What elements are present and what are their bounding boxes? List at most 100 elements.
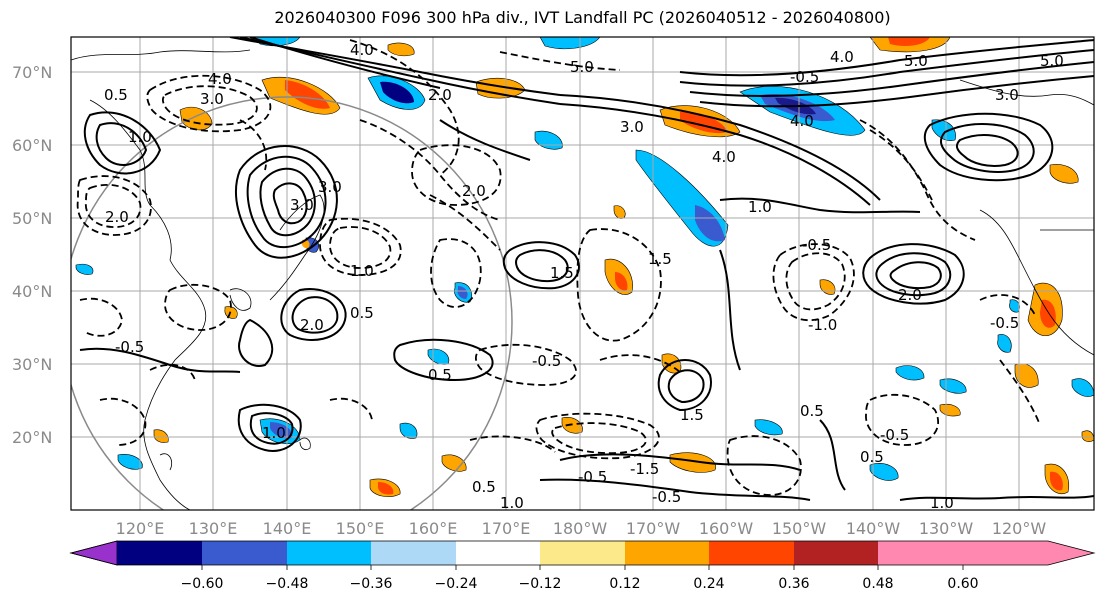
shade-positive	[387, 42, 415, 57]
contour-label: -1.0	[808, 316, 837, 334]
shade-negative	[895, 365, 925, 381]
contour-label: 1.0	[930, 494, 954, 512]
lon-label: 150°W	[772, 519, 827, 538]
shade-negative	[754, 419, 783, 436]
shade-negative	[75, 263, 94, 275]
contour-label: 5.0	[1040, 52, 1064, 70]
contour-label: 3.0	[290, 196, 314, 214]
contour-label: 2.0	[898, 286, 922, 304]
lon-label: 130°W	[919, 519, 974, 538]
lon-label: 170°E	[482, 519, 531, 538]
shade-negative-core	[457, 286, 468, 299]
colorbar-tick-label: −0.60	[181, 576, 224, 592]
shade-negative	[399, 422, 418, 439]
contour-label: 0.5	[860, 448, 884, 466]
lon-label: 160°E	[409, 519, 458, 538]
contour-label: 5.0	[570, 58, 594, 76]
colorbar-tick-label: 0.36	[778, 576, 809, 592]
contour-label: 3.0	[620, 118, 644, 136]
contour-label: 0.5	[104, 86, 128, 104]
colorbar-tick-label: −0.12	[519, 576, 562, 592]
colorbar-swatch	[456, 541, 540, 565]
contour-labels: 4.0 4.0 3.0 0.5 1.0 2.0 5.0 5.0 4.0 -0.5…	[104, 41, 1064, 512]
longitude-labels: 120°E 130°E 140°E 150°E 160°E 170°E 180°…	[116, 519, 1047, 538]
lon-label: 180°W	[553, 519, 608, 538]
figure-title: 2026040300 F096 300 hPa div., IVT Landfa…	[274, 8, 891, 27]
contour-label: -0.5	[532, 352, 561, 370]
colorbar-tick-label: 0.12	[609, 576, 640, 592]
shade-positive	[669, 452, 716, 473]
lat-label: 60°N	[12, 136, 52, 155]
contour-label: 3.0	[200, 90, 224, 108]
shade-negative	[997, 334, 1012, 353]
shade-positive	[441, 454, 467, 472]
lon-label: 120°E	[116, 519, 165, 538]
lon-label: 150°E	[336, 519, 385, 538]
contour-label: -0.5	[115, 338, 144, 356]
shade-positive-core	[888, 37, 930, 46]
lat-label: 70°N	[12, 63, 52, 82]
shade-negative	[939, 378, 967, 394]
colorbar-swatch	[709, 541, 794, 565]
shade-positive	[153, 429, 169, 443]
colorbar-swatch	[540, 541, 625, 565]
shade-positive-core	[1050, 471, 1063, 491]
shade-positive	[1014, 363, 1039, 388]
contour-label: 4.0	[830, 48, 854, 66]
contour-label: 2.0	[428, 86, 452, 104]
contour-label: 3.0	[995, 86, 1019, 104]
contour-label: 1.0	[748, 198, 772, 216]
contour-label: -0.5	[880, 426, 909, 444]
colorbar-tick-label: −0.36	[350, 576, 393, 592]
contour-label: 4.0	[208, 70, 232, 88]
contour-label: -1.5	[630, 460, 659, 478]
shade-negative	[1009, 299, 1020, 313]
latitude-labels: 70°N 60°N 50°N 40°N 30°N 20°N	[12, 63, 52, 447]
map-frame	[70, 36, 1095, 511]
lon-label: 120°W	[992, 519, 1047, 538]
colorbar-swatch	[117, 541, 202, 565]
colorbar-swatch	[878, 541, 963, 565]
contour-label: 1.0	[262, 424, 286, 442]
contour-label: 0.5	[472, 478, 496, 496]
colorbar-extend-low	[69, 540, 118, 566]
contour-label: 1.0	[500, 494, 524, 512]
shade-positive	[939, 403, 961, 417]
contour-label: -0.5	[990, 314, 1019, 332]
contour-label: 1.5	[550, 264, 574, 282]
map-area: 4.0 4.0 3.0 0.5 1.0 2.0 5.0 5.0 4.0 -0.5…	[71, 37, 1094, 512]
contour-label: 2.0	[105, 208, 129, 226]
colorbar-extend-high	[963, 541, 1094, 565]
contour-label: 4.0	[712, 148, 736, 166]
contour-label: 1.5	[648, 250, 672, 268]
lat-label: 40°N	[12, 282, 52, 301]
contour-label: 2.0	[300, 316, 324, 334]
lat-label: 30°N	[12, 355, 52, 374]
contour-label: 4.0	[790, 112, 814, 130]
contour-label: 1.0	[350, 262, 374, 280]
contour-label: 4.0	[350, 41, 374, 59]
shade-positive-core	[1040, 299, 1056, 328]
contour-label: 0.5	[428, 366, 452, 384]
contour-label: -0.5	[652, 488, 681, 506]
contour-label: 5.0	[904, 52, 928, 70]
lon-label: 140°E	[263, 519, 312, 538]
contour-label: 1.0	[128, 128, 152, 146]
lat-label: 50°N	[12, 209, 52, 228]
contours-negative	[76, 39, 1041, 496]
colorbar-swatch	[287, 541, 371, 565]
contour-label: 1.5	[680, 406, 704, 424]
lon-label: 170°W	[626, 519, 681, 538]
colorbar-swatch	[371, 541, 456, 565]
lat-label: 20°N	[12, 428, 52, 447]
colorbar-tick-label: −0.24	[435, 576, 478, 592]
colorbar: −0.60 −0.48 −0.36 −0.24 −0.12 0.12 0.24 …	[69, 540, 1096, 592]
shade-negative-core	[380, 81, 414, 104]
lon-label: 160°W	[699, 519, 754, 538]
shade-positive-core	[615, 272, 628, 291]
contour-label: -0.5	[578, 468, 607, 486]
shade-positive-core	[378, 482, 394, 495]
colorbar-tick-label: 0.24	[693, 576, 724, 592]
contour-label: 0.5	[800, 402, 824, 420]
